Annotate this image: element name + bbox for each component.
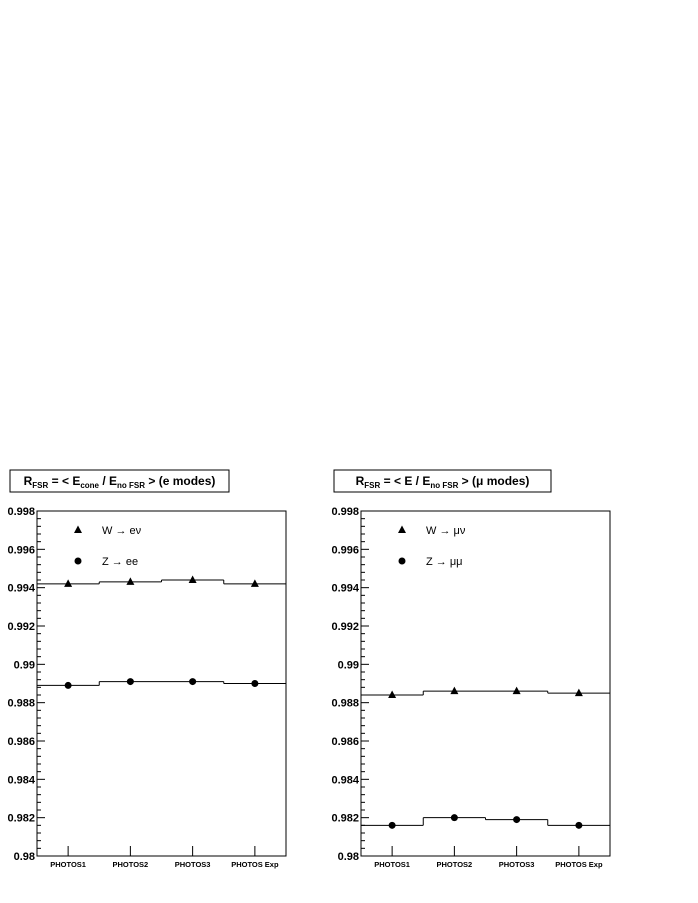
title-part: = < E: [48, 474, 80, 488]
y-tick-label: 0.988: [331, 698, 359, 710]
chart-panel-1: RFSR = < Econe / Eno FSR > (e modes) 0.98…: [7, 469, 287, 869]
legend-label: Z → μμ: [426, 556, 463, 568]
x-category-label: PHOTOS2: [113, 860, 149, 869]
legend-label: Z → ee: [102, 556, 138, 568]
data-point-triangle: [64, 579, 73, 587]
y-tick-label: 0.996: [331, 544, 359, 556]
title-part: > (e modes): [145, 474, 215, 488]
data-point-circle: [513, 816, 521, 824]
y-tick-label: 0.994: [331, 583, 359, 595]
y-tick-label: 0.98: [14, 851, 35, 863]
y-tick-label: 0.982: [331, 813, 359, 825]
y-tick-label: 0.99: [338, 659, 359, 671]
chart-title: RFSR = < Econe / Eno FSR > (e modes): [24, 474, 216, 490]
y-tick-label: 0.992: [7, 621, 35, 633]
y-tick-label: 0.982: [7, 813, 35, 825]
data-point-triangle: [126, 577, 135, 585]
y-tick-label: 0.992: [331, 621, 359, 633]
data-point-circle: [64, 681, 72, 689]
legend-marker-triangle: [398, 525, 406, 533]
data-point-circle: [388, 821, 396, 829]
legend-marker-circle: [74, 557, 82, 565]
y-tick-label: 0.996: [7, 544, 35, 556]
data-point-triangle: [574, 688, 583, 697]
title-part: = < E: [380, 474, 412, 488]
y-tick-label: 0.984: [7, 774, 35, 786]
y-tick-label: 0.98: [338, 851, 359, 863]
x-category-label: PHOTOS Exp: [555, 860, 603, 869]
chart-title: RFSR = < E / Eno FSR > (μ modes): [356, 474, 530, 490]
title-subscript: no FSR: [117, 481, 145, 490]
title-subscript: FSR: [364, 481, 380, 490]
title-box: [333, 469, 552, 493]
data-point-circle: [126, 678, 134, 686]
x-category-label: PHOTOS Exp: [231, 860, 279, 869]
title-part: > (μ modes): [458, 474, 529, 488]
title-box: [9, 469, 230, 493]
data-point-triangle: [188, 575, 197, 583]
data-point-circle: [251, 680, 259, 687]
x-category-label: PHOTOS3: [499, 860, 535, 869]
title-part: R: [24, 474, 33, 488]
x-category-label: PHOTOS2: [437, 860, 473, 869]
data-point-circle: [189, 678, 197, 686]
y-tick-label: 0.986: [7, 736, 35, 748]
data-point-circle: [450, 814, 458, 822]
data-point-triangle: [512, 686, 521, 695]
x-category-label: PHOTOS1: [50, 860, 86, 869]
chart-panel-2: RFSR = < E / Eno FSR > (μ modes) 0.98 0.98…: [331, 469, 611, 869]
y-tick-label: 0.998: [331, 506, 359, 518]
y-tick-label: 0.986: [331, 736, 359, 748]
data-point-triangle: [250, 579, 259, 587]
y-tick-label: 0.994: [7, 583, 35, 595]
legend-label: W → eν: [102, 525, 142, 537]
data-point-triangle: [388, 690, 397, 698]
title-part: / E: [99, 474, 117, 488]
x-category-label: PHOTOS1: [374, 860, 410, 869]
legend-marker-circle: [398, 557, 406, 565]
legend-marker-triangle: [74, 525, 82, 533]
x-category-label: PHOTOS3: [175, 860, 211, 869]
y-tick-label: 0.988: [7, 698, 35, 710]
data-point-triangle: [450, 686, 459, 695]
title-part: / E: [412, 474, 430, 488]
title-subscript: FSR: [32, 481, 48, 490]
title-subscript: cone: [80, 481, 99, 490]
y-tick-label: 0.984: [331, 774, 359, 786]
title-subscript: no FSR: [430, 481, 458, 490]
legend-label: W → μν: [426, 525, 466, 537]
title-part: R: [356, 474, 365, 488]
y-tick-label: 0.998: [7, 506, 35, 518]
y-tick-label: 0.99: [14, 659, 35, 671]
data-point-circle: [575, 821, 583, 829]
plot-frame: [360, 510, 611, 857]
